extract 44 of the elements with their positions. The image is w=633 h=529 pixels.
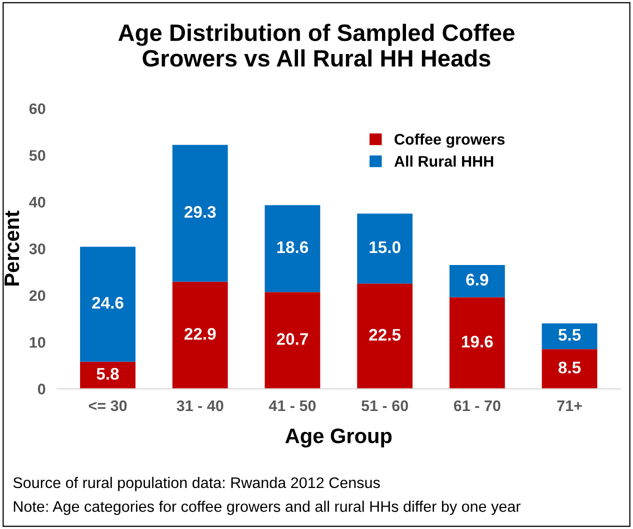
y-tick-label: 30 (29, 244, 46, 254)
bar (80, 362, 136, 389)
data-label: 8.5 (558, 362, 581, 374)
data-label: 29.3 (184, 206, 216, 218)
x-tick-label: 71+ (557, 400, 582, 411)
data-label: 19.6 (462, 336, 493, 348)
legend-label: All Rural HHH (394, 156, 494, 167)
bar (449, 264, 505, 298)
chart-title: Age Distribution of Sampled Coffee Growers vs All Rural HH Heads (118, 24, 514, 67)
data-label: 5.5 (558, 329, 581, 341)
x-tick-label: 31 - 40 (176, 400, 224, 412)
bar (264, 205, 320, 292)
y-tick-label: 60 (29, 103, 46, 114)
bar (542, 349, 598, 389)
y-tick-label: 50 (29, 150, 46, 161)
bar (357, 214, 413, 284)
bar (80, 246, 136, 362)
y-axis-title: Percent (4, 210, 20, 286)
x-tick-label: 51 - 60 (362, 400, 408, 412)
data-label: 6.9 (466, 274, 488, 286)
bar (172, 144, 228, 282)
y-tick-label: 0 (38, 384, 46, 394)
legend-label: Coffee growers (394, 133, 505, 148)
data-label: 24.6 (92, 296, 124, 309)
x-axis-title: Age Group (285, 428, 392, 448)
data-label: 15.0 (370, 241, 400, 254)
data-label: 22.9 (184, 328, 216, 340)
y-tick-label: 40 (29, 196, 46, 208)
text: Note: Age categories for coffee growers and all rural HHs differ by one year (14, 500, 521, 515)
bar (449, 297, 505, 389)
data-label: 5.8 (96, 368, 119, 380)
x-tick-label: 41 - 50 (268, 400, 316, 412)
bar (172, 282, 228, 389)
y-tick-label: 20 (29, 290, 46, 302)
y-tick-label: 10 (30, 336, 46, 348)
bar (357, 284, 413, 389)
bar (542, 323, 598, 350)
data-label: 22.5 (369, 328, 401, 341)
source-note: Source of rural population data: Rwanda 2012 Census (13, 476, 380, 492)
x-tick-label: <= 30 (88, 400, 127, 412)
bar (264, 292, 320, 389)
data-label: 20.7 (276, 333, 308, 345)
data-label: 18.6 (277, 241, 308, 254)
x-tick-label: 61 - 70 (454, 400, 500, 412)
